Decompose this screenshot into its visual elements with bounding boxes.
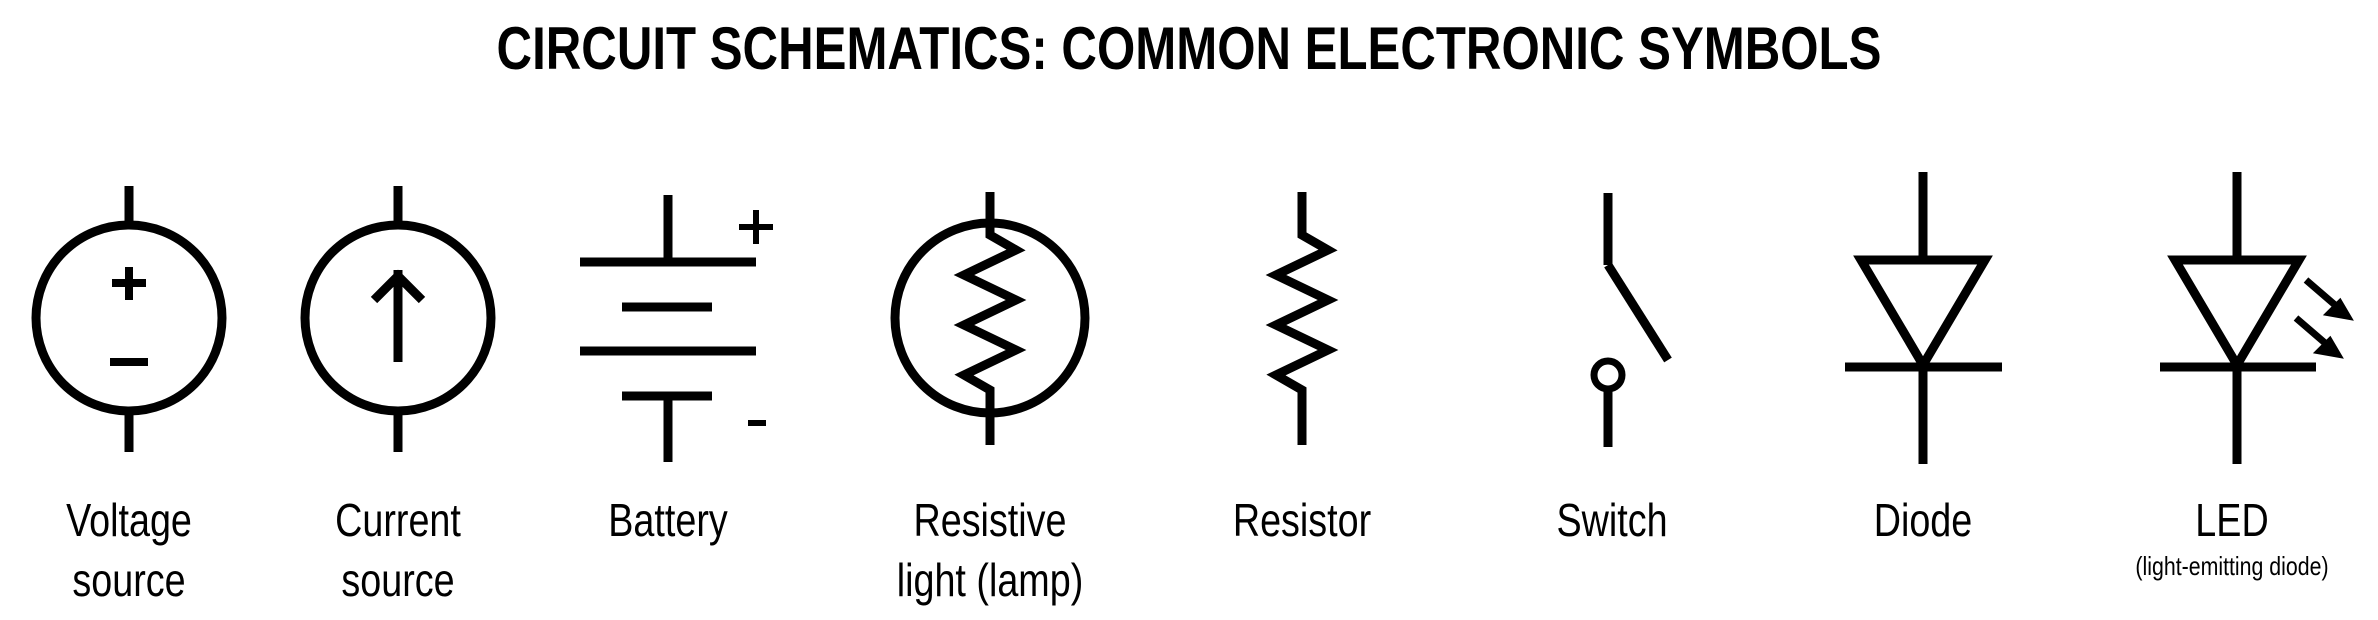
led-icon [2160, 172, 2354, 464]
switch-icon [1590, 193, 1672, 447]
switch-label: Switch [1556, 494, 1668, 546]
led-label: LED [2195, 494, 2269, 546]
voltage-source-label: Voltage source [66, 494, 192, 606]
voltage-source-icon [31, 186, 227, 452]
current-source-label: Current source [335, 494, 461, 606]
battery-label: Battery [608, 494, 728, 546]
lamp-label: Resistive light (lamp) [896, 494, 1084, 606]
resistor-label: Resistor [1232, 494, 1372, 546]
resistor-icon [1265, 192, 1339, 445]
diode-label: Diode [1873, 494, 1973, 546]
led-sublabel: (light-emitting diode) [2135, 551, 2329, 581]
page-title: CIRCUIT SCHEMATICS: COMMON ELECTRONIC SY… [496, 15, 1882, 82]
diode-icon [1845, 172, 2002, 464]
lamp-icon [890, 192, 1090, 445]
current-source-icon [300, 186, 496, 452]
battery-icon [580, 195, 773, 462]
